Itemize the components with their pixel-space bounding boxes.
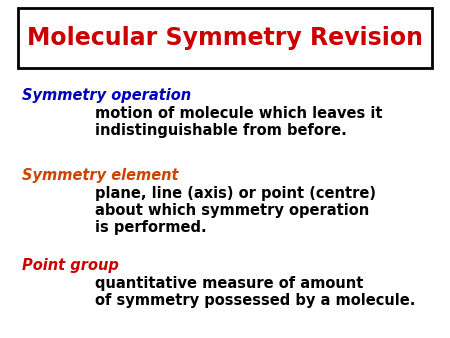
Text: Symmetry element: Symmetry element xyxy=(22,168,179,183)
Text: of symmetry possessed by a molecule.: of symmetry possessed by a molecule. xyxy=(95,293,415,308)
Text: motion of molecule which leaves it: motion of molecule which leaves it xyxy=(95,106,382,121)
Text: quantitative measure of amount: quantitative measure of amount xyxy=(95,276,364,291)
Text: indistinguishable from before.: indistinguishable from before. xyxy=(95,123,347,138)
Text: Molecular Symmetry Revision: Molecular Symmetry Revision xyxy=(27,26,423,50)
Text: about which symmetry operation: about which symmetry operation xyxy=(95,203,369,218)
Text: is performed.: is performed. xyxy=(95,220,207,235)
Text: Point group: Point group xyxy=(22,258,119,273)
Bar xyxy=(18,8,432,68)
Text: plane, line (axis) or point (centre): plane, line (axis) or point (centre) xyxy=(95,186,376,201)
Text: Symmetry operation: Symmetry operation xyxy=(22,88,191,103)
